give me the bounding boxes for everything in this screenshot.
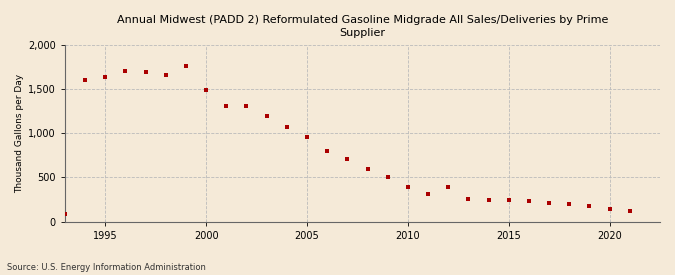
Y-axis label: Thousand Gallons per Day: Thousand Gallons per Day [15, 74, 24, 193]
Point [261, 114, 272, 119]
Point [604, 207, 615, 211]
Point [200, 87, 211, 92]
Point [423, 192, 433, 196]
Point [120, 69, 131, 73]
Point [59, 211, 70, 216]
Point [302, 134, 313, 139]
Point [624, 209, 635, 213]
Point [382, 174, 393, 179]
Point [140, 70, 151, 74]
Title: Annual Midwest (PADD 2) Reformulated Gasoline Midgrade All Sales/Deliveries by P: Annual Midwest (PADD 2) Reformulated Gas… [117, 15, 608, 38]
Point [443, 185, 454, 189]
Point [402, 185, 413, 189]
Point [362, 167, 373, 172]
Point [181, 64, 192, 68]
Point [80, 78, 90, 82]
Point [322, 149, 333, 153]
Point [342, 157, 353, 161]
Point [161, 72, 171, 77]
Point [100, 75, 111, 79]
Point [564, 202, 574, 206]
Point [463, 197, 474, 201]
Point [584, 204, 595, 208]
Point [241, 103, 252, 108]
Point [281, 125, 292, 129]
Point [221, 103, 232, 108]
Point [504, 198, 514, 203]
Point [483, 197, 494, 202]
Point [524, 199, 535, 204]
Text: Source: U.S. Energy Information Administration: Source: U.S. Energy Information Administ… [7, 263, 206, 272]
Point [543, 201, 554, 205]
